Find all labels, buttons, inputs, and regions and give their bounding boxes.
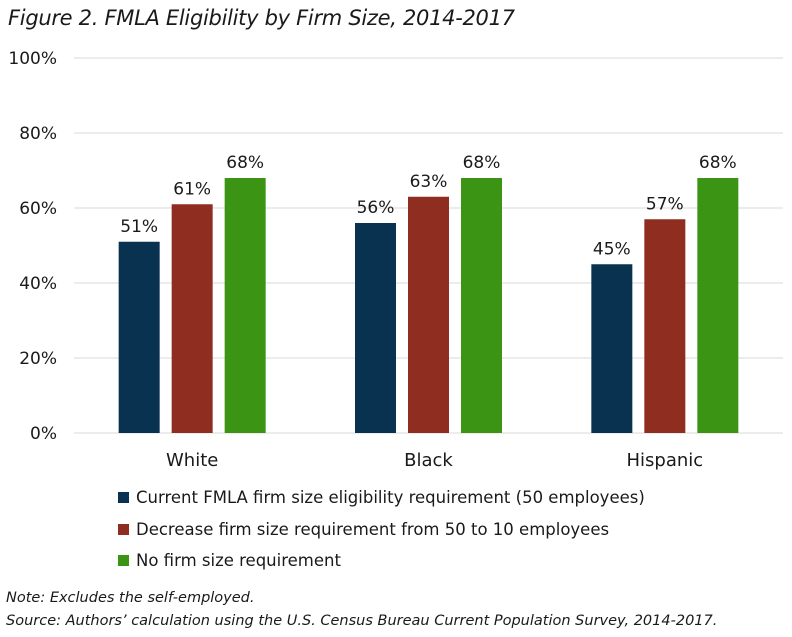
data-label: 57% — [646, 194, 684, 214]
legend-item: Current FMLA firm size eligibility requi… — [118, 482, 645, 514]
bar — [118, 241, 160, 433]
legend-swatch — [118, 492, 129, 504]
bar — [171, 204, 213, 433]
data-label: 68% — [699, 153, 737, 173]
data-label: 68% — [226, 153, 264, 173]
legend-swatch — [118, 523, 129, 535]
data-label: 45% — [593, 239, 631, 259]
chart-legend: Current FMLA firm size eligibility requi… — [118, 482, 645, 577]
x-category-label: Hispanic — [626, 450, 703, 471]
bar — [644, 219, 686, 433]
data-label: 51% — [120, 217, 158, 237]
chart-title: Figure 2. FMLA Eligibility by Firm Size,… — [8, 6, 515, 30]
chart-source: Source: Authors’ calculation using the U… — [6, 613, 718, 629]
y-tick-label: 40% — [19, 274, 57, 294]
bar — [224, 178, 266, 433]
legend-label: No firm size requirement — [136, 551, 341, 571]
legend-swatch — [118, 555, 129, 567]
bar-chart: 0% 20% 40% 60% 80% 100% 51% 61% 68% White 56% 63% 68… — [8, 49, 783, 471]
y-tick-label: 60% — [19, 199, 57, 219]
y-tick-label: 20% — [19, 349, 57, 369]
bar — [461, 178, 502, 433]
data-label: 68% — [463, 153, 501, 173]
chart-note: Note: Excludes the self-employed. — [6, 590, 255, 606]
y-tick-label: 0% — [30, 424, 57, 444]
legend-item: Decrease firm size requirement from 50 t… — [118, 514, 645, 546]
data-label: 63% — [410, 172, 448, 192]
x-category-label: Black — [404, 450, 453, 471]
legend-item: No firm size requirement — [118, 545, 645, 577]
data-label: 61% — [173, 179, 211, 199]
bar — [408, 196, 449, 433]
y-tick-label: 100% — [8, 49, 57, 69]
y-tick-label: 80% — [19, 124, 57, 144]
data-label: 56% — [357, 198, 395, 218]
legend-label: Current FMLA firm size eligibility requi… — [136, 488, 645, 508]
legend-label: Decrease firm size requirement from 50 t… — [136, 519, 610, 539]
bar — [591, 264, 633, 433]
chart-notes: Note: Excludes the self-employed. Source… — [6, 587, 717, 633]
bar — [355, 223, 396, 433]
bar — [697, 178, 739, 433]
x-category-label: White — [166, 450, 218, 471]
